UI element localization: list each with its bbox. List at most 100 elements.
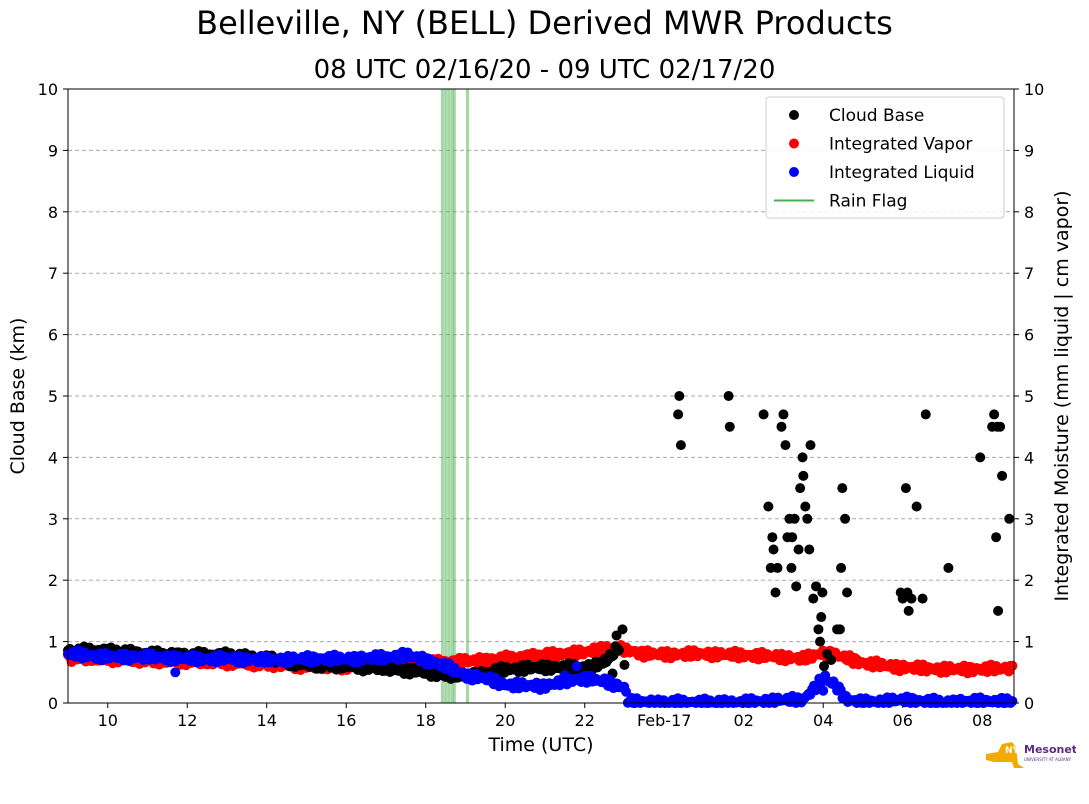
- data-point: [903, 605, 914, 616]
- data-point: [778, 409, 789, 420]
- data-point: [767, 532, 778, 543]
- legend-label: Cloud Base: [829, 106, 924, 126]
- data-point: [815, 636, 826, 647]
- x-tick-label: 22: [575, 711, 595, 730]
- logo-text: Mesonet: [1024, 743, 1076, 756]
- grid: [68, 149, 1014, 643]
- data-point: [768, 544, 779, 555]
- series-points: [63, 391, 1018, 708]
- x-tick-label: 18: [416, 711, 436, 730]
- data-point: [675, 440, 686, 451]
- data-point: [674, 391, 685, 401]
- data-point: [920, 409, 931, 420]
- data-point: [770, 587, 781, 598]
- legend-dot-icon: [789, 138, 799, 149]
- data-point: [813, 624, 824, 635]
- data-point: [816, 612, 827, 623]
- data-point: [599, 653, 610, 664]
- y-tick-label-left: 4: [48, 448, 58, 467]
- logo-abbr: NYS: [1005, 746, 1026, 756]
- data-point: [840, 513, 851, 524]
- data-point: [1007, 696, 1018, 707]
- x-tick-label: 02: [734, 711, 754, 730]
- y-tick-label-left: 5: [48, 387, 58, 406]
- data-point: [906, 593, 917, 604]
- y-tick-label-left: 0: [48, 694, 58, 713]
- logo-subtext: UNIVERSITY AT ALBANY: [1024, 757, 1072, 762]
- data-point: [795, 483, 806, 494]
- x-tick-label: 20: [495, 711, 515, 730]
- chart-subtitle: 08 UTC 02/16/20 - 09 UTC 02/17/20: [313, 55, 776, 85]
- data-point: [997, 470, 1008, 481]
- data-point: [911, 501, 922, 512]
- y-tick-label-left: 8: [48, 203, 58, 222]
- y-tick-label-left: 10: [38, 80, 58, 99]
- data-point: [975, 452, 986, 463]
- y-tick-label-right: 10: [1024, 80, 1044, 99]
- legend-label: Integrated Vapor: [829, 135, 972, 155]
- data-point: [842, 587, 853, 598]
- data-point: [826, 655, 837, 666]
- y-tick-label-right: 0: [1024, 694, 1034, 713]
- legend: Cloud Base Integrated Vapor Integrated Liq…: [765, 96, 1005, 219]
- legend-dot-icon: [789, 110, 799, 120]
- data-point: [1004, 513, 1015, 524]
- y-tick-label-right: 1: [1024, 633, 1034, 652]
- data-point: [787, 532, 798, 543]
- data-point: [793, 544, 804, 555]
- y-tick-label-right: 4: [1024, 448, 1034, 467]
- data-point: [808, 593, 819, 604]
- series-integrated-liquid: [63, 645, 1018, 708]
- x-tick-label: 14: [257, 711, 277, 730]
- x-axis-label: Time (UTC): [487, 734, 593, 756]
- legend-label: Rain Flag: [829, 192, 907, 212]
- data-point: [1007, 660, 1018, 671]
- data-point: [811, 581, 822, 592]
- x-tick-label: 08: [972, 711, 992, 730]
- data-point: [802, 513, 813, 524]
- data-point: [943, 562, 954, 573]
- series-cloud-base: [63, 391, 1015, 684]
- data-point: [776, 421, 787, 432]
- data-point: [991, 532, 1002, 543]
- y-tick-label-left: 1: [48, 633, 58, 652]
- legend-label: Integrated Liquid: [829, 163, 975, 183]
- nys-mesonet-logo: NYS Mesonet UNIVERSITY AT ALBANY: [986, 742, 1076, 768]
- x-tick-label: 04: [813, 711, 833, 730]
- data-point: [170, 667, 181, 678]
- x-tick-label: Feb-17: [637, 711, 691, 730]
- y-tick-label-right: 8: [1024, 203, 1034, 222]
- x-tick-label: 12: [177, 711, 197, 730]
- data-point: [611, 630, 622, 641]
- data-point: [758, 409, 769, 420]
- x-tick-label: 06: [893, 711, 913, 730]
- data-point: [836, 562, 847, 573]
- data-point: [817, 587, 828, 598]
- y-tick-label-right: 7: [1024, 264, 1034, 283]
- data-point: [797, 452, 808, 463]
- y-tick-label-right: 6: [1024, 326, 1034, 345]
- data-point: [917, 593, 928, 604]
- data-point: [763, 501, 774, 512]
- data-point: [995, 421, 1006, 432]
- y-tick-label-left: 7: [48, 264, 58, 283]
- y-tick-label-right: 3: [1024, 510, 1034, 529]
- data-point: [805, 440, 816, 451]
- data-point: [837, 483, 848, 494]
- data-point: [989, 409, 1000, 420]
- data-point: [834, 624, 845, 635]
- x-tick-label: 10: [98, 711, 118, 730]
- legend-dot-icon: [789, 167, 799, 177]
- y-tick-label-right: 5: [1024, 387, 1034, 406]
- data-point: [789, 513, 800, 524]
- y-tick-label-left: 6: [48, 326, 58, 345]
- y-tick-label-right: 2: [1024, 571, 1034, 590]
- x-tick-label: 16: [336, 711, 356, 730]
- data-point: [818, 685, 829, 696]
- data-point: [791, 581, 802, 592]
- data-point: [786, 562, 797, 573]
- y-tick-label-right: 9: [1024, 141, 1034, 160]
- data-point: [993, 605, 1004, 616]
- data-point: [571, 661, 582, 672]
